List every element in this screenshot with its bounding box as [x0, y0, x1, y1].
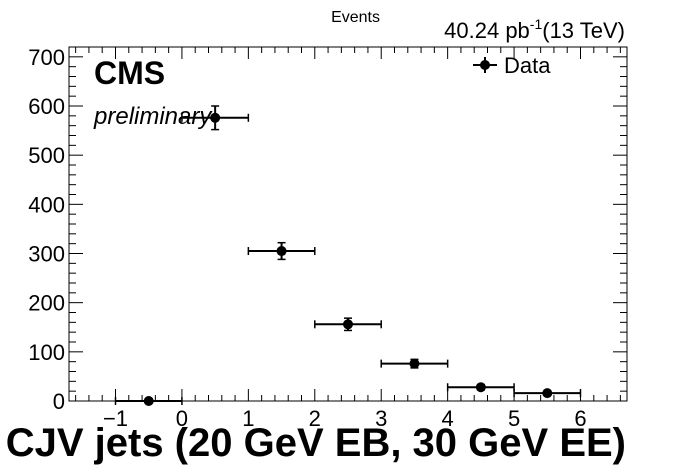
data-marker: [210, 112, 221, 123]
x-tick-label: 0: [176, 406, 188, 431]
x-tick-label: 3: [375, 406, 387, 431]
y-tick-label: 100: [28, 340, 65, 365]
cms-label: CMS: [94, 55, 165, 91]
legend-marker-icon: [480, 60, 490, 70]
x-tick-label: 1: [242, 406, 254, 431]
x-tick-label: −1: [103, 406, 128, 431]
data-point: [181, 105, 250, 131]
y-axis-label: Events: [331, 9, 380, 26]
y-axis: 0 100 200 300 400 500 600 700: [28, 45, 627, 414]
y-tick-label: 0: [53, 389, 65, 414]
y-tick-label: 300: [28, 242, 65, 267]
data-marker: [143, 396, 154, 406]
y-tick-label: 600: [28, 94, 65, 119]
x-axis-label: CJV jets (20 GeV EB, 30 GeV EE): [6, 421, 626, 465]
y-tick-label: 700: [28, 45, 65, 70]
cms-sublabel: preliminary: [93, 103, 213, 130]
legend-entry-data: Data: [504, 53, 551, 78]
data-marker: [409, 358, 420, 369]
y-tick-label: 400: [28, 192, 65, 217]
data-marker: [343, 319, 353, 330]
data-point: [314, 317, 382, 332]
x-tick-label: 2: [309, 406, 321, 431]
data-marker: [276, 246, 287, 257]
data-point: [114, 396, 183, 406]
x-tick-label: 5: [508, 406, 520, 431]
data-point: [380, 358, 449, 369]
data-point: [247, 241, 316, 261]
y-tick-label: 200: [28, 291, 65, 316]
x-tick-label: 6: [574, 406, 586, 431]
plot-frame: [68, 46, 628, 402]
data-series: [114, 105, 582, 406]
x-tick-label: 4: [442, 406, 454, 431]
data-point: [446, 382, 515, 393]
data-marker: [475, 382, 486, 393]
lumi-label: 40.24 pb-1(13 TeV): [444, 16, 625, 43]
data-point: [513, 388, 582, 399]
data-marker: [542, 388, 553, 399]
legend: Data: [473, 53, 551, 78]
x-axis: −1 0 1 2 3 4 5 6: [75, 47, 621, 431]
y-tick-label: 500: [28, 143, 65, 168]
